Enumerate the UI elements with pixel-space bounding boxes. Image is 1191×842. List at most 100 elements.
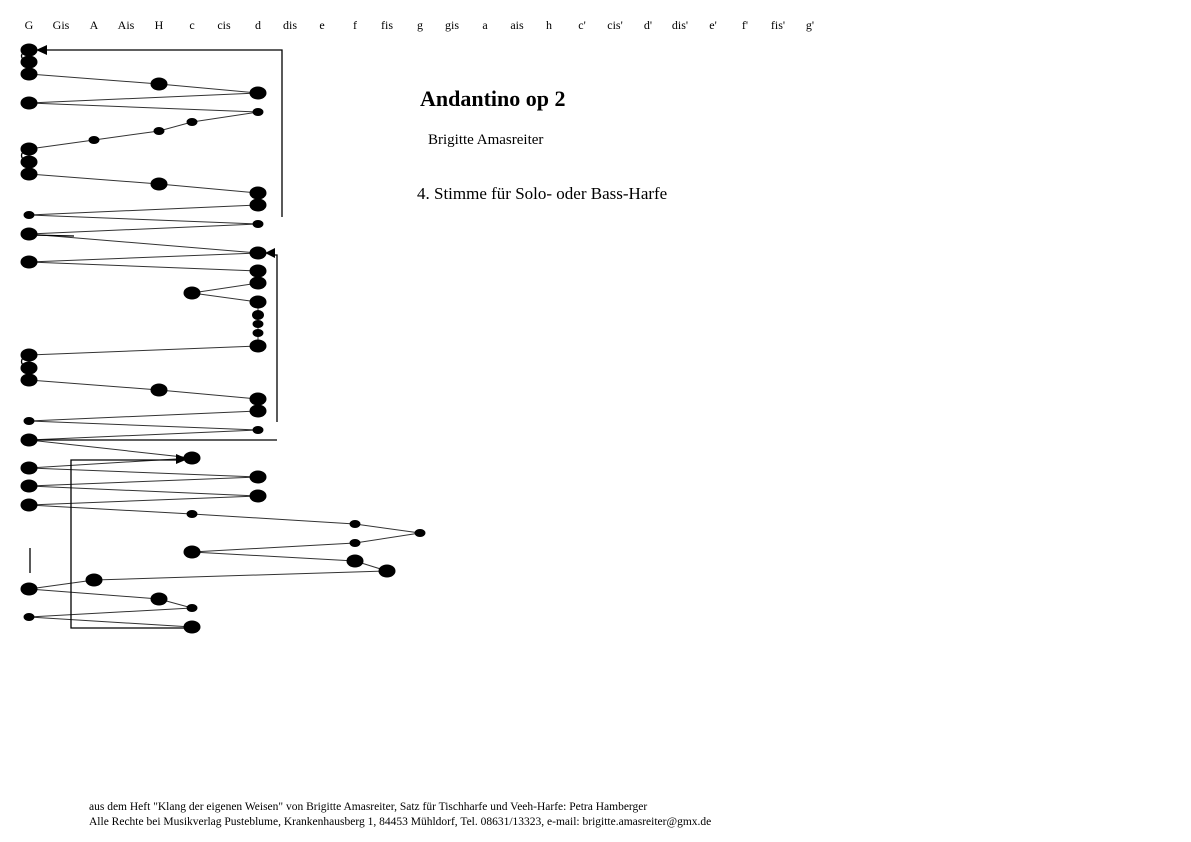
note-name-24: g' (805, 18, 815, 32)
jump-line (40, 49, 283, 217)
melody-line (28, 92, 259, 104)
melody-line (191, 111, 259, 123)
note-dot (183, 451, 201, 465)
note-name-15: ais (510, 18, 524, 32)
note-dot (349, 539, 361, 547)
melody-line (191, 292, 259, 303)
note-name-7: d (255, 18, 261, 32)
note-dot (252, 320, 264, 328)
melody-line (28, 579, 95, 590)
note-dot (20, 582, 38, 596)
melody-line (28, 607, 193, 618)
note-name-19: d' (643, 18, 653, 32)
note-dot (349, 520, 361, 528)
note-name-5: c (189, 18, 195, 32)
note-name-4: H (154, 18, 164, 32)
note-name-11: fis (381, 18, 393, 32)
note-dot (20, 142, 38, 156)
note-dot (150, 383, 168, 397)
note-dot (249, 339, 267, 353)
note-dot (150, 177, 168, 191)
melody-line (28, 616, 193, 628)
note-dot (252, 220, 264, 228)
note-name-16: h (546, 18, 552, 32)
note-dot (249, 86, 267, 100)
melody-line (28, 504, 193, 515)
note-dot (252, 329, 264, 337)
melody-line (28, 139, 95, 150)
note-dot (252, 426, 264, 434)
note-dot (20, 479, 38, 493)
melody-line (191, 542, 356, 553)
melody-line (28, 429, 259, 441)
note-dot (249, 392, 267, 406)
note-dot (20, 155, 38, 169)
melody-line (28, 420, 259, 431)
note-dot (20, 498, 38, 512)
note-dot (249, 186, 267, 200)
note-dot (249, 404, 267, 418)
note-dot (20, 227, 38, 241)
note-name-17: c' (578, 18, 586, 32)
melody-line (28, 495, 259, 506)
note-dot (20, 373, 38, 387)
note-dot (183, 620, 201, 634)
melody-line (28, 73, 160, 85)
note-name-6: cis (217, 18, 231, 32)
piece-title: Andantino op 2 (420, 86, 566, 111)
melody-line (191, 513, 356, 525)
melody-line (158, 121, 193, 132)
note-dot (20, 361, 38, 375)
melody-line (158, 389, 259, 400)
melody-line (28, 467, 259, 478)
note-name-23: fis' (770, 18, 786, 32)
footer-source: aus dem Heft "Klang der eigenen Weisen" … (89, 801, 648, 813)
melody-line (28, 223, 259, 235)
note-name-14: a (482, 18, 488, 32)
note-name-9: e (319, 18, 325, 32)
melody-line (93, 570, 388, 581)
note-name-18: cis' (607, 18, 623, 32)
note-dot (85, 573, 103, 587)
melody-line (191, 551, 356, 562)
note-dot (20, 96, 38, 110)
melody-line (28, 379, 160, 391)
note-dot (186, 118, 198, 126)
note-name-21: e' (709, 18, 717, 32)
note-dot (23, 417, 35, 425)
note-name-20: dis' (671, 18, 689, 32)
note-dot (249, 276, 267, 290)
footer-rights: Alle Rechte bei Musikverlag Pusteblume, … (89, 816, 712, 828)
melody-line (28, 410, 259, 422)
note-dot (20, 167, 38, 181)
note-dot (150, 592, 168, 606)
jump-line (70, 459, 193, 629)
note-dot (252, 310, 264, 320)
melody-line (28, 476, 259, 487)
note-dot (252, 108, 264, 116)
melody-line (28, 204, 259, 216)
note-name-3: Ais (117, 18, 135, 32)
part-subtitle: 4. Stimme für Solo- oder Bass-Harfe (417, 184, 668, 203)
note-dot (20, 67, 38, 81)
note-dot (346, 554, 364, 568)
note-dot (186, 604, 198, 612)
note-dot (153, 127, 165, 135)
melody-line (28, 485, 259, 497)
melody-line (354, 523, 421, 534)
note-name-12: g (417, 18, 423, 32)
arrow-head-icon (176, 454, 188, 464)
melody-line (158, 83, 259, 94)
melody-line (28, 261, 259, 272)
note-name-8: dis (282, 18, 298, 32)
note-name-10: f (353, 18, 357, 32)
melody-line (28, 173, 160, 185)
note-name-22: f' (741, 18, 749, 32)
melody-line (28, 233, 259, 254)
note-dot (150, 77, 168, 91)
jump-line (272, 254, 278, 422)
note-dot (23, 613, 35, 621)
note-dot (183, 545, 201, 559)
